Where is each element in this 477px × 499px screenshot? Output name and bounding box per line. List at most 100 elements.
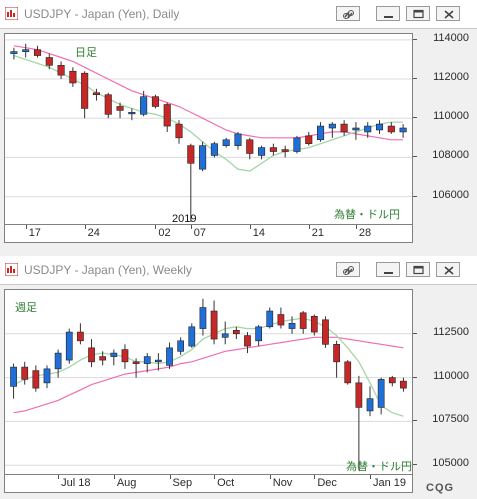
weekly-candle [288, 316, 296, 334]
weekly-x-tick [169, 475, 171, 479]
weekly-candle-body [99, 356, 107, 361]
weekly-chart-window: USDJPY - Japan (Yen), Weekly 週足 為替・ドル円 1… [0, 256, 477, 499]
daily-candle [222, 137, 230, 148]
daily-candle [140, 90, 148, 117]
daily-y-tick [413, 38, 417, 40]
weekly-candle [143, 353, 151, 373]
daily-plot-area[interactable]: 日足 為替・ドル円 2019 [4, 33, 413, 225]
link-button[interactable] [336, 262, 360, 277]
daily-candle [92, 88, 100, 101]
restore-icon [413, 265, 424, 275]
weekly-candle-body [77, 331, 84, 342]
weekly-candle-body [143, 356, 151, 364]
daily-candle-body [175, 123, 183, 139]
weekly-candle [266, 307, 274, 329]
weekly-x-tick [58, 475, 60, 479]
weekly-title-bar[interactable]: USDJPY - Japan (Yen), Weekly [0, 256, 477, 285]
weekly-candle-body [54, 352, 62, 370]
daily-x-axis: 17 24 02 07 14 21 28 [4, 225, 413, 243]
close-button[interactable] [436, 6, 460, 21]
minimize-button[interactable] [376, 6, 400, 21]
daily-y-tick-label: 112000 [433, 71, 469, 84]
restore-icon [413, 9, 424, 19]
link-icon [343, 10, 354, 19]
daily-candle-body [305, 135, 313, 144]
weekly-x-tick-label: Dec [317, 477, 337, 489]
daily-candle [175, 120, 183, 144]
weekly-plot-area[interactable]: 週足 為替・ドル円 [4, 289, 413, 475]
daily-x-tick [249, 225, 251, 229]
daily-y-tick [413, 195, 417, 197]
daily-candlestick-chart [5, 39, 412, 223]
daily-y-axis: 114000 112000 110000 108000 106000 [413, 31, 473, 225]
daily-candle-body [222, 139, 230, 146]
daily-candle [258, 145, 266, 160]
weekly-candle [310, 314, 318, 336]
weekly-candle-body [65, 331, 73, 361]
daily-candle-body [328, 123, 336, 129]
weekly-candle-body [277, 314, 285, 326]
daily-y-tick-label: 114000 [433, 31, 469, 44]
close-button[interactable] [436, 262, 460, 277]
weekly-candle-body [388, 377, 396, 384]
daily-chart-window: USDJPY - Japan (Yen), Daily 日足 為替・ドル円 20… [0, 0, 477, 243]
restore-button[interactable] [406, 262, 430, 277]
link-button[interactable] [336, 6, 360, 21]
weekly-candle-body [400, 380, 407, 389]
weekly-candle [110, 349, 118, 366]
daily-candle-body [234, 133, 242, 146]
weekly-candle [344, 360, 352, 385]
weekly-window-title: USDJPY - Japan (Yen), Weekly [24, 263, 192, 277]
weekly-candle [322, 316, 329, 348]
weekly-x-tick-label: Nov [272, 477, 293, 489]
daily-x-tick-label: 28 [358, 227, 372, 239]
weekly-y-tick-label: 107500 [432, 413, 469, 426]
weekly-y-tick [413, 376, 417, 378]
weekly-candle-body [10, 366, 17, 387]
link-icon [343, 266, 354, 275]
daily-candle [22, 43, 30, 58]
daily-y-tick [413, 78, 417, 80]
daily-candle [387, 122, 395, 134]
daily-candle [293, 135, 301, 154]
daily-candle [352, 122, 360, 140]
weekly-candle [132, 358, 140, 378]
weekly-candle [43, 365, 51, 389]
daily-year-marker: 2019 [172, 213, 197, 225]
daily-candle-body [187, 145, 195, 164]
weekly-y-tick-label: 110000 [433, 369, 469, 382]
weekly-candle-body [333, 344, 340, 363]
weekly-y-tick [413, 420, 417, 422]
daily-candle-body [375, 123, 384, 131]
daily-source-label: 為替・ドル円 [334, 209, 400, 221]
daily-x-tick-label: 17 [28, 227, 41, 239]
daily-candle-body [387, 125, 395, 133]
daily-candle [163, 102, 171, 132]
daily-x-tick-label: 14 [252, 227, 266, 239]
weekly-candle-body [299, 312, 307, 329]
minimize-button[interactable] [376, 262, 400, 277]
weekly-candle [255, 325, 262, 347]
daily-candle-body [352, 127, 360, 131]
daily-candle-body [317, 125, 325, 141]
daily-candle [57, 61, 65, 80]
weekly-x-axis: Jul 18 Aug Sep Oct Nov Dec Jan 19 [4, 475, 413, 493]
weekly-candle-body [344, 361, 352, 384]
weekly-candlestick-chart [5, 298, 412, 471]
daily-period-label: 日足 [75, 47, 97, 59]
restore-button[interactable] [406, 6, 430, 21]
daily-x-tick [308, 225, 310, 229]
daily-x-tick [25, 225, 27, 229]
weekly-candle-body [121, 349, 129, 363]
weekly-candle [121, 344, 129, 369]
weekly-candle-body [232, 330, 240, 335]
weekly-candle-body [221, 333, 229, 338]
daily-candle [187, 143, 195, 223]
app-icon [5, 7, 18, 20]
weekly-x-tick-label: Sep [172, 477, 193, 489]
weekly-candle-body [366, 398, 374, 412]
daily-candle [340, 120, 348, 136]
daily-title-bar[interactable]: USDJPY - Japan (Yen), Daily [0, 0, 477, 29]
weekly-x-tick-label: Aug [116, 477, 137, 489]
daily-candle-body [293, 137, 301, 152]
